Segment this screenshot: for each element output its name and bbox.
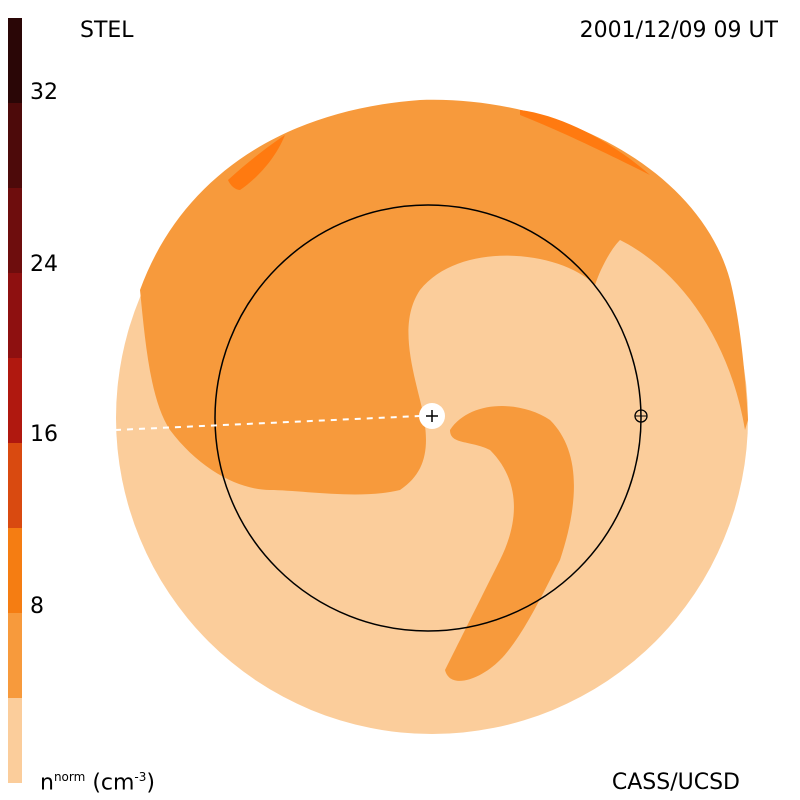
high-density-patch-ne (520, 110, 650, 175)
colorbar-segment (8, 613, 22, 698)
spiral-arm-south (445, 406, 574, 681)
colorbar-tick-8: 8 (30, 594, 44, 619)
high-density-patch-nw (228, 135, 285, 190)
colorbar-segment (8, 358, 22, 443)
colorbar-tick-24: 24 (30, 252, 58, 277)
colorbar-segment (8, 188, 22, 273)
timestamp-label: 2001/12/09 09 UT (579, 18, 778, 43)
unit-label: nnorm (cm-3) (40, 770, 155, 796)
colorbar-tick-16: 16 (30, 422, 58, 447)
colorbar-segment (8, 273, 22, 358)
colorbar-tick-32: 32 (30, 80, 58, 105)
title-label: STEL (80, 18, 134, 43)
colorbar-segment (8, 698, 22, 783)
sun-line (114, 415, 421, 431)
colorbar (8, 18, 22, 783)
colorbar-segment (8, 18, 22, 103)
credit-label: CASS/UCSD (611, 770, 740, 795)
colorbar-segment (8, 528, 22, 613)
spiral-region-north (140, 99, 748, 495)
colorbar-segment (8, 103, 22, 188)
colorbar-segment (8, 443, 22, 528)
